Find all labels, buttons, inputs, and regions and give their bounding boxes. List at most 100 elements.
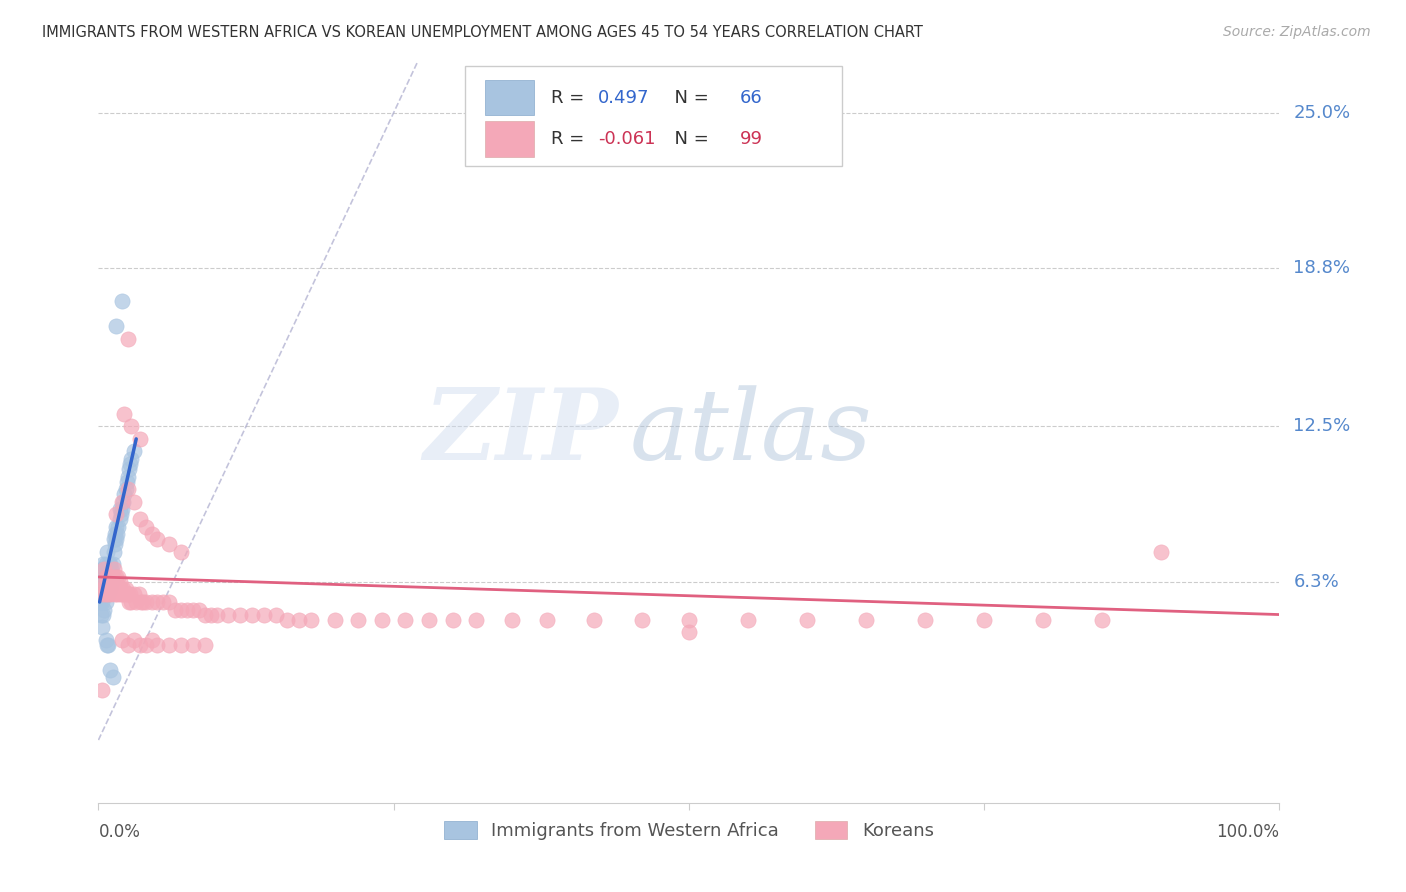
Point — [91, 682, 114, 697]
Point — [118, 462, 141, 476]
Point — [264, 607, 287, 622]
Point — [141, 632, 163, 647]
Point — [146, 533, 169, 547]
Text: 0.497: 0.497 — [598, 88, 650, 107]
FancyBboxPatch shape — [485, 121, 534, 157]
Point — [105, 587, 128, 601]
Point — [98, 558, 121, 572]
Point — [101, 558, 124, 572]
Point — [98, 570, 121, 584]
Point — [105, 570, 128, 584]
Point — [536, 613, 558, 627]
Point — [465, 613, 488, 627]
Point — [90, 607, 112, 622]
Text: 100.0%: 100.0% — [1216, 823, 1279, 841]
Point — [418, 613, 440, 627]
Text: IMMIGRANTS FROM WESTERN AFRICA VS KOREAN UNEMPLOYMENT AMONG AGES 45 TO 54 YEARS : IMMIGRANTS FROM WESTERN AFRICA VS KOREAN… — [42, 25, 924, 40]
Point — [117, 638, 139, 652]
FancyBboxPatch shape — [485, 80, 534, 115]
Point — [1032, 613, 1054, 627]
Point — [105, 318, 128, 333]
Point — [110, 582, 132, 597]
Point — [678, 613, 700, 627]
Point — [200, 607, 222, 622]
Point — [630, 613, 652, 627]
Point — [111, 494, 134, 508]
Point — [98, 582, 121, 597]
Point — [115, 475, 138, 489]
Point — [97, 638, 120, 652]
Point — [157, 595, 180, 609]
Point — [125, 595, 148, 609]
Point — [973, 613, 995, 627]
Text: 99: 99 — [740, 130, 762, 148]
Point — [121, 452, 143, 467]
Point — [194, 638, 217, 652]
Point — [98, 570, 121, 584]
Point — [96, 638, 118, 652]
Text: 25.0%: 25.0% — [1294, 103, 1351, 121]
Point — [91, 577, 114, 591]
Point — [103, 577, 125, 591]
Point — [583, 613, 606, 627]
Point — [97, 587, 120, 601]
Point — [104, 527, 127, 541]
Point — [1091, 613, 1114, 627]
Point — [98, 582, 121, 597]
Point — [96, 582, 118, 597]
Point — [112, 487, 135, 501]
Point — [94, 570, 117, 584]
Point — [135, 638, 157, 652]
Point — [97, 587, 120, 601]
Point — [105, 533, 128, 547]
Point — [114, 582, 136, 597]
Point — [120, 457, 142, 471]
Text: N =: N = — [664, 88, 714, 107]
Point — [105, 582, 128, 597]
Point — [91, 620, 114, 634]
Point — [394, 613, 416, 627]
Point — [187, 602, 209, 616]
Point — [170, 545, 193, 559]
Point — [100, 577, 122, 591]
Point — [170, 602, 193, 616]
Point — [170, 638, 193, 652]
Point — [146, 638, 169, 652]
Text: Source: ZipAtlas.com: Source: ZipAtlas.com — [1223, 25, 1371, 39]
Point — [104, 587, 127, 601]
Point — [128, 638, 150, 652]
Point — [98, 582, 121, 597]
Text: 66: 66 — [740, 88, 762, 107]
Point — [253, 607, 276, 622]
Point — [181, 602, 204, 616]
Point — [90, 587, 112, 601]
Point — [914, 613, 936, 627]
Text: -0.061: -0.061 — [598, 130, 655, 148]
Point — [93, 602, 115, 616]
Point — [135, 520, 157, 534]
Point — [240, 607, 263, 622]
Point — [118, 595, 141, 609]
Point — [117, 331, 139, 345]
Point — [105, 507, 128, 521]
Point — [288, 613, 311, 627]
Point — [323, 613, 346, 627]
Point — [176, 602, 198, 616]
Point — [122, 444, 145, 458]
Point — [122, 632, 145, 647]
Point — [111, 587, 134, 601]
Point — [103, 562, 125, 576]
Point — [97, 577, 120, 591]
Point — [93, 577, 115, 591]
Point — [205, 607, 228, 622]
Point — [105, 520, 128, 534]
Point — [112, 407, 135, 421]
Point — [276, 613, 298, 627]
Point — [101, 570, 124, 584]
Point — [108, 502, 131, 516]
Point — [121, 595, 143, 609]
Point — [107, 520, 129, 534]
Point — [100, 562, 122, 576]
Point — [371, 613, 394, 627]
Point — [91, 562, 114, 576]
